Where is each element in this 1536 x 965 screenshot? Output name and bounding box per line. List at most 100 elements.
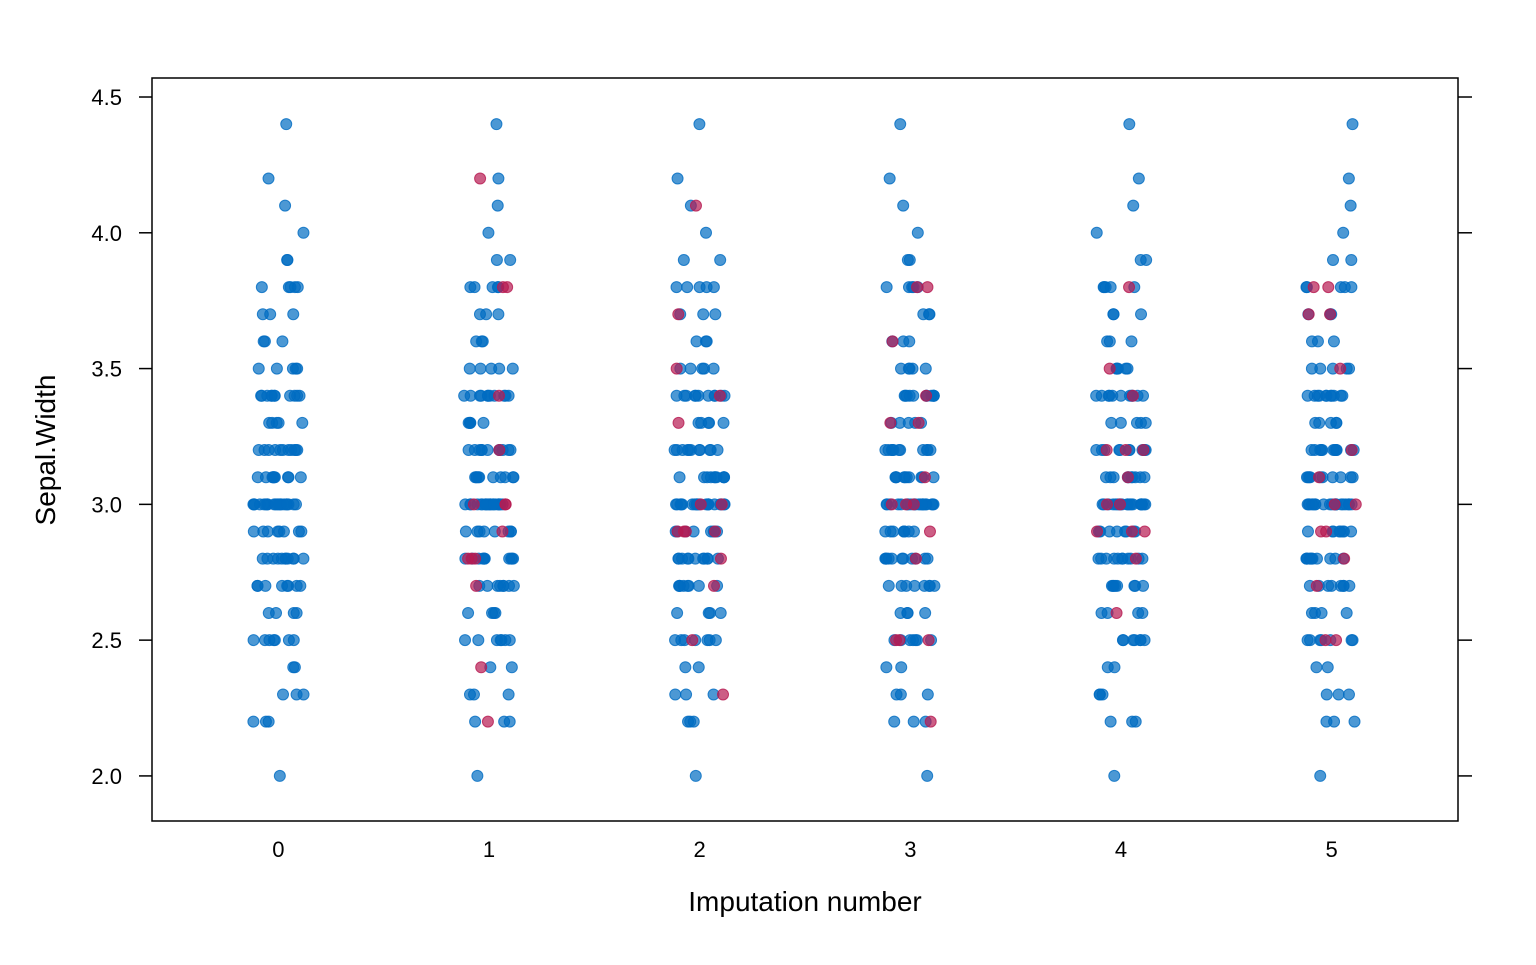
observed-point [1324, 416, 1337, 429]
observed-point [482, 226, 495, 239]
observed-point [1313, 416, 1326, 429]
observed-point [1125, 335, 1138, 348]
observed-point [701, 634, 714, 647]
observed-point [1104, 715, 1117, 728]
observed-point [677, 253, 690, 266]
observed-point [682, 552, 695, 565]
observed-point [714, 253, 727, 266]
observed-point [463, 362, 476, 375]
observed-point [1103, 335, 1116, 348]
observed-point [1130, 416, 1143, 429]
observed-point [901, 253, 914, 266]
imputed-point [1138, 525, 1151, 538]
observed-point [1135, 308, 1148, 321]
observed-point [505, 552, 518, 565]
imputed-point [900, 498, 913, 511]
observed-point [256, 308, 269, 321]
observed-point [718, 471, 731, 484]
observed-point [256, 552, 269, 565]
observed-point [1099, 281, 1112, 294]
observed-point [276, 335, 289, 348]
observed-point [668, 444, 681, 457]
observed-point [475, 389, 488, 402]
observed-point [895, 661, 908, 674]
imputed-point [462, 552, 475, 565]
observed-point [1101, 661, 1114, 674]
observed-point [1327, 335, 1340, 348]
imputed-point [672, 416, 685, 429]
observed-point [919, 362, 932, 375]
observed-point [294, 471, 307, 484]
observed-point [474, 362, 487, 375]
observed-point [1305, 444, 1318, 457]
imputed-point [679, 525, 692, 538]
observed-point [883, 172, 896, 185]
observed-point [1328, 715, 1341, 728]
observed-point [926, 498, 939, 511]
observed-point [896, 552, 909, 565]
observed-point [1348, 715, 1361, 728]
observed-point [717, 416, 730, 429]
observed-point [280, 498, 293, 511]
observed-point [1345, 525, 1358, 538]
observed-point [252, 362, 265, 375]
observed-point [289, 362, 302, 375]
observed-point [459, 634, 472, 647]
imputed-point [496, 525, 509, 538]
observed-point [921, 552, 934, 565]
imputed-point [921, 281, 934, 294]
x-tick-label: 0 [272, 837, 284, 862]
imputed-point [1101, 498, 1114, 511]
imputed-point [922, 634, 935, 647]
observed-point [1342, 172, 1355, 185]
observed-point [459, 525, 472, 538]
imputed-point [886, 335, 899, 348]
observed-point [907, 389, 920, 402]
observed-point [1304, 552, 1317, 565]
y-tick-label: 4.5 [91, 85, 122, 110]
observed-point [1100, 471, 1113, 484]
observed-point [692, 389, 705, 402]
observed-point [263, 634, 276, 647]
observed-point [275, 552, 288, 565]
imputed-point [1137, 444, 1150, 457]
observed-point [671, 606, 684, 619]
observed-point [1108, 769, 1121, 782]
x-tick-label: 2 [694, 837, 706, 862]
observed-point [907, 525, 920, 538]
imputed-point [717, 688, 730, 701]
imputed-point [1302, 308, 1315, 321]
imputed-point [709, 525, 722, 538]
observed-point [1090, 389, 1103, 402]
observed-point [472, 634, 485, 647]
observed-point [679, 661, 692, 674]
observed-point [288, 389, 301, 402]
imputed-point [918, 471, 931, 484]
observed-point [919, 606, 932, 619]
observed-point [506, 362, 519, 375]
imputed-point [1110, 606, 1123, 619]
observed-point [469, 715, 482, 728]
observed-point [1136, 606, 1149, 619]
observed-point [680, 688, 693, 701]
observed-point [1114, 389, 1127, 402]
observed-point [492, 308, 505, 321]
imputed-point [689, 199, 702, 212]
observed-point [284, 281, 297, 294]
observed-point [879, 444, 892, 457]
imputed-point [496, 281, 509, 294]
observed-point [255, 389, 268, 402]
observed-point [923, 308, 936, 321]
observed-point [1346, 118, 1359, 131]
observed-point [696, 362, 709, 375]
observed-point [1127, 199, 1140, 212]
observed-point [903, 335, 916, 348]
x-axis: 0 1 2 3 4 5 [272, 837, 1337, 862]
observed-point [463, 416, 476, 429]
imputed-point [884, 416, 897, 429]
observed-point [292, 525, 305, 538]
observed-point [290, 606, 303, 619]
observed-point [885, 552, 898, 565]
observed-point [1123, 118, 1136, 131]
imputed-point [1307, 281, 1320, 294]
